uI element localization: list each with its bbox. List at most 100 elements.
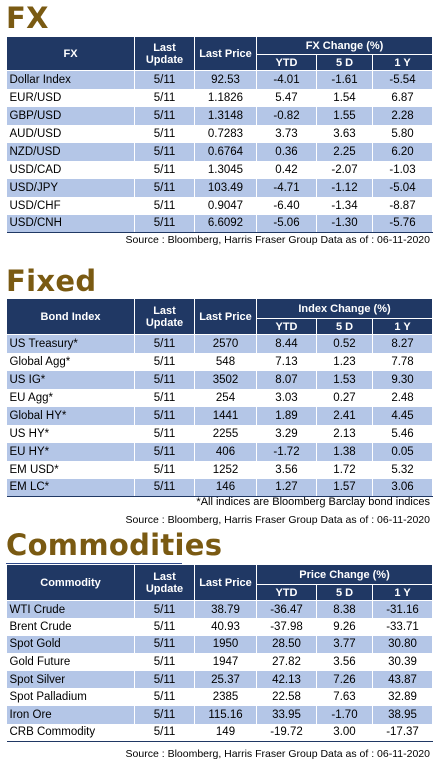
commodities-title: Commodities — [6, 530, 222, 566]
row-last-price: 0.7283 — [194, 124, 257, 143]
row-ytd: 1.89 — [256, 406, 317, 425]
row-ytd: 8.07 — [256, 370, 317, 389]
row-last-update: 5/11 — [134, 442, 195, 461]
table-row: Global Agg* 5/11 548 7.13 1.23 7.78 — [6, 352, 434, 371]
table-row: USD/CNH 5/11 6.6092 -5.06 -1.30 -5.76 — [6, 214, 434, 233]
row-1y: 3.06 — [372, 478, 434, 497]
row-last-price: 1252 — [194, 460, 257, 479]
col-header-1y: 1 Y — [371, 54, 434, 71]
row-1y: -5.04 — [372, 178, 434, 197]
row-last-price: 38.79 — [194, 600, 257, 619]
row-1y: 5.80 — [372, 124, 434, 143]
table-row: WTI Crude 5/11 38.79 -36.47 8.38 -31.16 — [6, 600, 434, 619]
row-1y: -5.76 — [372, 214, 434, 233]
table-row: Iron Ore 5/11 115.16 33.95 -1.70 38.95 — [6, 706, 434, 724]
table-row: USD/JPY 5/11 103.49 -4.71 -1.12 -5.04 — [6, 178, 434, 197]
row-name: US Treasury* — [6, 334, 135, 353]
row-name: EU Agg* — [6, 388, 135, 407]
row-5d: 7.63 — [316, 688, 373, 707]
row-ytd: -36.47 — [256, 600, 317, 619]
row-last-price: 146 — [194, 478, 257, 497]
row-1y: 32.89 — [372, 688, 434, 707]
row-1y: -1.03 — [372, 160, 434, 179]
row-name: USD/JPY — [6, 178, 135, 197]
row-name: EUR/USD — [6, 88, 135, 107]
row-name: AUD/USD — [6, 124, 135, 143]
row-name: Dollar Index — [6, 70, 135, 89]
fx-source: Source : Bloomberg, Harris Fraser Group … — [125, 234, 430, 246]
row-1y: -5.54 — [372, 70, 434, 89]
row-1y: 2.28 — [372, 106, 434, 125]
table-row: NZD/USD 5/11 0.6764 0.36 2.25 6.20 — [6, 142, 434, 161]
row-5d: 3.56 — [316, 653, 373, 671]
table-row: Spot Gold 5/11 1950 28.50 3.77 30.80 — [6, 635, 434, 654]
row-name: Spot Silver — [6, 670, 135, 689]
row-1y: -17.37 — [372, 723, 434, 742]
row-1y: -31.16 — [372, 600, 434, 619]
row-last-price: 0.9047 — [194, 196, 257, 215]
fixed-income-table: Bond Index Last Update Last Price Index … — [6, 298, 434, 497]
row-name: USD/CAD — [6, 160, 135, 179]
row-last-price: 1950 — [194, 635, 257, 654]
row-1y: 30.80 — [372, 635, 434, 654]
table-row: USD/CHF 5/11 0.9047 -6.40 -1.34 -8.87 — [6, 196, 434, 215]
col-header-5d: 5 D — [316, 54, 373, 71]
row-ytd: -6.40 — [256, 196, 317, 215]
row-last-update: 5/11 — [134, 688, 195, 707]
row-last-price: 2570 — [194, 334, 257, 353]
row-last-update: 5/11 — [134, 370, 195, 389]
row-1y: 5.32 — [372, 460, 434, 479]
row-5d: -1.34 — [316, 196, 373, 215]
row-last-update: 5/11 — [134, 196, 195, 215]
table-row: Dollar Index 5/11 92.53 -4.01 -1.61 -5.54 — [6, 70, 434, 89]
row-last-price: 149 — [194, 723, 257, 742]
row-ytd: -37.98 — [256, 618, 317, 636]
table-row: GBP/USD 5/11 1.3148 -0.82 1.55 2.28 — [6, 106, 434, 125]
row-ytd: 28.50 — [256, 635, 317, 654]
row-ytd: 0.42 — [256, 160, 317, 179]
row-ytd: -5.06 — [256, 214, 317, 233]
row-name: EM USD* — [6, 460, 135, 479]
row-last-update: 5/11 — [134, 124, 195, 143]
row-5d: 1.57 — [316, 478, 373, 497]
table-row: EM USD* 5/11 1252 3.56 1.72 5.32 — [6, 460, 434, 479]
col-header-5d: 5 D — [316, 318, 373, 335]
row-1y: 8.27 — [372, 334, 434, 353]
row-last-update: 5/11 — [134, 635, 195, 654]
row-last-price: 406 — [194, 442, 257, 461]
row-1y: -8.87 — [372, 196, 434, 215]
row-last-update: 5/11 — [134, 406, 195, 425]
row-5d: 1.54 — [316, 88, 373, 107]
fx-table: FX Last Update Last Price FX Change (%) … — [6, 36, 434, 233]
commodities-source: Source : Bloomberg, Harris Fraser Group … — [125, 748, 430, 760]
row-1y: 7.78 — [372, 352, 434, 371]
row-last-update: 5/11 — [134, 670, 195, 689]
row-5d: 1.53 — [316, 370, 373, 389]
row-1y: -33.71 — [372, 618, 434, 636]
row-1y: 38.95 — [372, 706, 434, 724]
col-header-last-update: Last Update — [134, 36, 195, 71]
col-header-5d: 5 D — [316, 584, 373, 601]
row-name: Global HY* — [6, 406, 135, 425]
row-ytd: -0.82 — [256, 106, 317, 125]
row-5d: -1.70 — [316, 706, 373, 724]
row-name: USD/CNH — [6, 214, 135, 233]
row-last-update: 5/11 — [134, 478, 195, 497]
col-header-name: Commodity — [6, 564, 135, 601]
row-name: NZD/USD — [6, 142, 135, 161]
row-name: WTI Crude — [6, 600, 135, 619]
fixed-income-title: Fixed Income — [6, 266, 178, 326]
row-1y: 6.20 — [372, 142, 434, 161]
row-name: EM LC* — [6, 478, 135, 497]
col-header-last-update: Last Update — [134, 564, 195, 601]
row-last-price: 2385 — [194, 688, 257, 707]
row-name: EU HY* — [6, 442, 135, 461]
col-header-group: Index Change (%) — [255, 298, 434, 319]
row-5d: 3.63 — [316, 124, 373, 143]
row-last-price: 1.3148 — [194, 106, 257, 125]
row-name: CRB Commodity — [6, 723, 135, 742]
row-ytd: 0.36 — [256, 142, 317, 161]
row-last-update: 5/11 — [134, 334, 195, 353]
table-row: AUD/USD 5/11 0.7283 3.73 3.63 5.80 — [6, 124, 434, 143]
table-row: US IG* 5/11 3502 8.07 1.53 9.30 — [6, 370, 434, 389]
